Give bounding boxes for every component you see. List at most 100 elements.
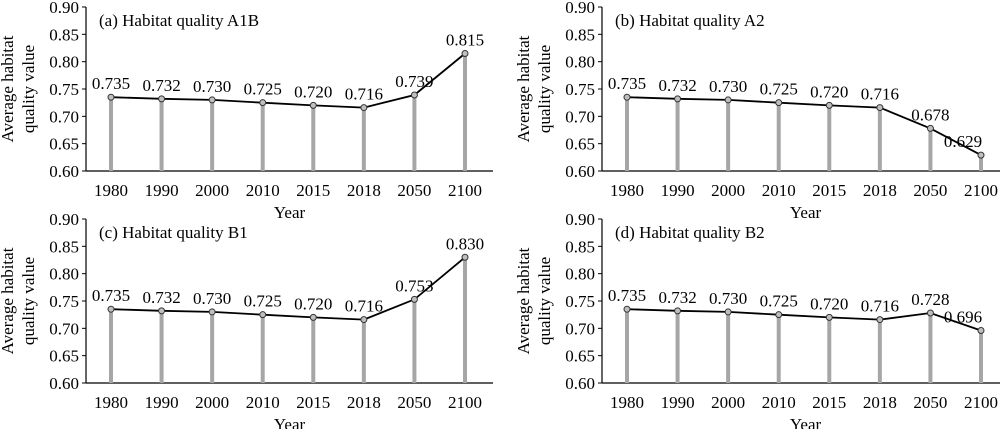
chart-panel-4: 0.60 0.65 0.70 0.75 0.80 0.85 0.90 0.735 0.732 0.… (514, 210, 1000, 429)
panel-title: (a) Habitat quality A1B (99, 11, 259, 30)
y-axis-title: Average habitat (514, 35, 533, 142)
data-label: 0.732 (658, 288, 696, 307)
y-tick-label: 0.85 (565, 237, 595, 256)
data-label: 0.720 (810, 82, 848, 101)
y-axis-title: Average habitat (0, 247, 17, 354)
data-label: 0.753 (395, 276, 433, 295)
data-label: 0.725 (244, 292, 282, 311)
data-point (158, 307, 166, 315)
y-axis-title: Average habitat (514, 247, 533, 354)
data-label: 0.720 (294, 294, 332, 313)
x-axis-title: Year (790, 203, 822, 222)
x-tick-label: 2050 (397, 181, 431, 200)
x-tick-label: 2018 (863, 181, 897, 200)
y-axis-title: quality value (19, 257, 38, 345)
data-label: 0.735 (608, 74, 646, 93)
x-tick-label: 2100 (964, 181, 998, 200)
chart-panel-1: 0.60 0.65 0.70 0.75 0.80 0.85 0.90 0.735 0.732 0.… (0, 0, 493, 222)
x-axis-title: Year (790, 415, 822, 429)
data-label: 0.720 (810, 294, 848, 313)
data-point (674, 95, 682, 103)
data-label: 0.730 (193, 77, 231, 96)
data-point (775, 311, 783, 319)
x-tick-label: 2015 (296, 181, 330, 200)
data-label: 0.730 (709, 289, 747, 308)
y-tick-label: 0.90 (565, 210, 595, 229)
y-axis-title: quality value (535, 45, 554, 133)
y-tick-label: 0.70 (565, 319, 595, 338)
x-tick-label: 2018 (347, 393, 381, 412)
data-label: 0.725 (760, 292, 798, 311)
y-tick-label: 0.75 (49, 292, 79, 311)
x-tick-label: 2015 (296, 393, 330, 412)
data-point (461, 253, 469, 261)
data-label: 0.730 (193, 289, 231, 308)
data-label: 0.629 (944, 132, 982, 151)
data-label: 0.725 (760, 80, 798, 99)
data-point (461, 49, 469, 57)
data-label: 0.716 (861, 297, 899, 316)
x-tick-label: 2100 (964, 393, 998, 412)
x-tick-label: 1990 (145, 181, 179, 200)
y-axis-title: quality value (535, 257, 554, 345)
y-tick-label: 0.65 (565, 135, 595, 154)
data-point (926, 124, 934, 132)
data-label: 0.716 (345, 297, 383, 316)
data-label: 0.732 (142, 288, 180, 307)
data-point (158, 95, 166, 103)
data-point (825, 313, 833, 321)
x-tick-label: 1990 (145, 393, 179, 412)
y-tick-label: 0.80 (565, 265, 595, 284)
y-tick-label: 0.60 (565, 374, 595, 393)
x-tick-label: 2018 (347, 181, 381, 200)
y-tick-label: 0.80 (49, 53, 79, 72)
data-point (623, 305, 631, 313)
x-tick-label: 2050 (913, 393, 947, 412)
data-label: 0.696 (944, 308, 982, 327)
y-axis-title: Average habitat (0, 35, 17, 142)
x-tick-label: 1990 (661, 181, 695, 200)
y-axis-title: quality value (19, 45, 38, 133)
x-tick-label: 2010 (762, 393, 796, 412)
y-tick-label: 0.75 (565, 80, 595, 99)
x-tick-label: 2100 (448, 393, 482, 412)
x-tick-label: 2015 (812, 181, 846, 200)
y-tick-label: 0.90 (49, 0, 79, 17)
x-tick-label: 2015 (812, 393, 846, 412)
data-label: 0.735 (92, 74, 130, 93)
data-point (674, 307, 682, 315)
chart-panel-3: 0.60 0.65 0.70 0.75 0.80 0.85 0.90 0.735 0.732 0.… (0, 210, 493, 429)
y-tick-label: 0.60 (565, 162, 595, 181)
data-label: 0.735 (92, 286, 130, 305)
data-point (208, 96, 216, 104)
data-point (410, 91, 418, 99)
data-point (876, 104, 884, 112)
data-point (623, 93, 631, 101)
data-point (825, 101, 833, 109)
data-label: 0.735 (608, 286, 646, 305)
data-point (724, 96, 732, 104)
x-tick-label: 2010 (246, 181, 280, 200)
y-tick-label: 0.60 (49, 162, 79, 181)
x-tick-label: 1980 (94, 393, 128, 412)
data-label: 0.830 (446, 234, 484, 253)
data-point (926, 309, 934, 317)
x-tick-label: 2010 (246, 393, 280, 412)
y-tick-label: 0.80 (565, 53, 595, 72)
x-tick-label: 1980 (94, 181, 128, 200)
series-line (110, 256, 466, 321)
data-label: 0.720 (294, 82, 332, 101)
data-point (309, 313, 317, 321)
data-point (309, 101, 317, 109)
x-axis-title: Year (274, 415, 306, 429)
data-point (876, 316, 884, 324)
data-point (977, 327, 985, 335)
x-tick-label: 2000 (711, 181, 745, 200)
data-point (360, 104, 368, 112)
x-tick-label: 2000 (711, 393, 745, 412)
series-line (626, 308, 982, 332)
data-point (208, 308, 216, 316)
data-point (259, 99, 267, 107)
panel-title: (b) Habitat quality A2 (615, 11, 765, 30)
